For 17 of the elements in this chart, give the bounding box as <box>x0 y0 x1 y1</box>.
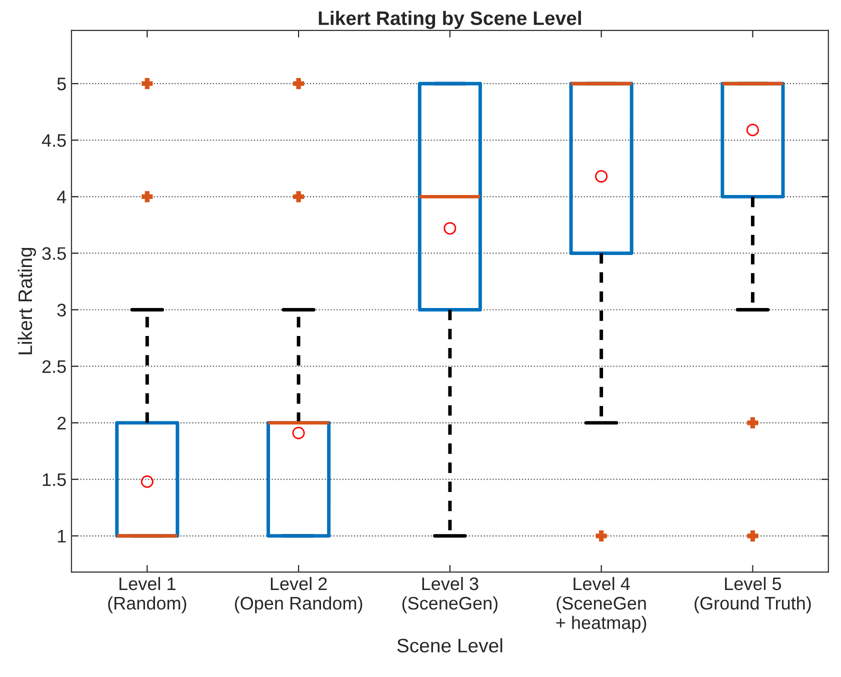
x-axis-title: Scene Level <box>397 638 502 652</box>
y-tick-label: 4 <box>57 190 66 204</box>
x-tick-label: Level 5 (Ground Truth) <box>694 576 811 614</box>
y-tick-label: 3.5 <box>42 247 66 260</box>
y-tick-label: 5 <box>57 78 66 90</box>
x-tick-label: Level 4 (SceneGen + heatmap) <box>556 576 646 633</box>
y-axis-title: Likert Rating <box>18 248 36 354</box>
y-tick-label: 1 <box>58 530 66 542</box>
x-tick-label: Level 1 (Random) <box>108 576 186 614</box>
y-tick-label: 2 <box>57 416 66 430</box>
y-tick-label: 1.5 <box>42 473 66 486</box>
y-tick-label: 3 <box>57 304 66 316</box>
y-tick-label: 4.5 <box>42 134 66 147</box>
chart-title: Likert Rating by Scene Level <box>318 10 581 30</box>
x-tick-label: Level 2 (Open Random) <box>234 576 362 614</box>
x-tick-label: Level 3 (SceneGen) <box>402 576 498 614</box>
y-tick-label: 2.5 <box>42 360 66 373</box>
